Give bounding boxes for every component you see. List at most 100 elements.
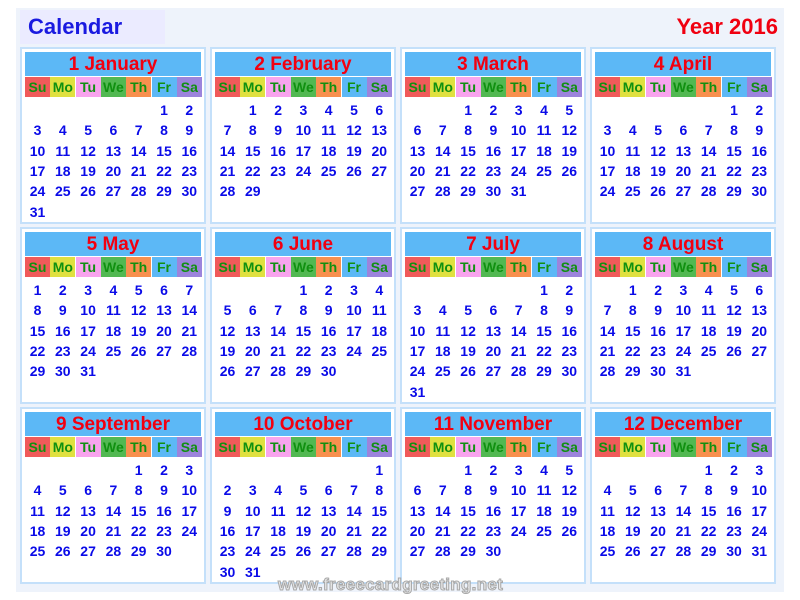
day-cell: 23 bbox=[485, 522, 502, 539]
day-cell: 7 bbox=[438, 482, 447, 499]
day-cell: 5 bbox=[299, 482, 308, 499]
day-cell: 27 bbox=[320, 543, 337, 560]
day-cell: 6 bbox=[160, 282, 168, 298]
weekday-tu: Tu bbox=[75, 257, 101, 277]
day-cell: 4 bbox=[375, 282, 384, 298]
day-cell: 29 bbox=[130, 543, 147, 560]
day-cell: 16 bbox=[320, 322, 337, 339]
day-cell: 7 bbox=[350, 482, 358, 499]
day-cell: 23 bbox=[219, 543, 236, 560]
day-cell: 26 bbox=[561, 522, 578, 539]
day-cell: 4 bbox=[438, 302, 447, 319]
day-cell: 5 bbox=[565, 102, 574, 118]
weekday-we: We bbox=[480, 77, 506, 97]
weekday-su: Su bbox=[405, 437, 430, 457]
day-cell: 17 bbox=[29, 162, 46, 179]
day-cell: 9 bbox=[58, 302, 67, 319]
weekday-su: Su bbox=[595, 77, 620, 97]
month-2: 2 February Su Mo Tu We Th Fr Sa 1 2 3 4 5 6 7 8 9 10 11 12 1… bbox=[210, 47, 396, 224]
day-cell: 1 bbox=[134, 462, 143, 478]
day-cell: 30 bbox=[751, 183, 768, 200]
day-cell: 21 bbox=[181, 322, 198, 339]
day-cell: 28 bbox=[599, 363, 616, 380]
month-title: 9 September bbox=[25, 412, 201, 436]
day-cell: 9 bbox=[274, 122, 282, 139]
day-cell: 24 bbox=[409, 363, 426, 380]
day-cell: 9 bbox=[160, 482, 168, 499]
day-cell: 11 bbox=[105, 302, 121, 319]
day-cell: 8 bbox=[464, 482, 472, 499]
day-cell: 24 bbox=[80, 342, 96, 359]
day-cell: 2 bbox=[489, 102, 498, 118]
day-cell: 10 bbox=[181, 482, 198, 499]
day-cell: 4 bbox=[540, 462, 548, 478]
day-cell: 21 bbox=[219, 162, 236, 179]
day-cell: 15 bbox=[460, 142, 476, 159]
day-cell: 18 bbox=[55, 162, 71, 179]
day-cell: 7 bbox=[109, 482, 118, 499]
day-cell: 17 bbox=[510, 142, 527, 159]
day-cell: 17 bbox=[409, 342, 426, 359]
day-cell: 22 bbox=[460, 522, 476, 539]
day-cell: 20 bbox=[409, 162, 426, 179]
weekday-th: Th bbox=[506, 437, 532, 457]
day-cell: 3 bbox=[299, 102, 308, 118]
day-cell: 25 bbox=[625, 183, 641, 200]
day-cell: 22 bbox=[700, 522, 717, 539]
day-cell: 11 bbox=[536, 122, 552, 139]
day-cell: 26 bbox=[460, 363, 476, 380]
weekday-sa: Sa bbox=[746, 77, 772, 97]
day-cell: 14 bbox=[700, 142, 717, 159]
day-cell: 17 bbox=[80, 322, 96, 339]
day-cell: 15 bbox=[295, 322, 312, 339]
day-cell: 28 bbox=[675, 543, 692, 560]
day-cell: 26 bbox=[55, 543, 71, 560]
day-cell: 4 bbox=[58, 122, 67, 139]
day-cell: 21 bbox=[435, 162, 451, 179]
day-cell: 14 bbox=[510, 322, 527, 339]
day-cell: 23 bbox=[156, 522, 172, 539]
day-cell: 3 bbox=[185, 462, 194, 478]
weekday-mo: Mo bbox=[620, 257, 646, 277]
day-cell: 19 bbox=[55, 522, 71, 539]
day-cell: 8 bbox=[248, 122, 257, 139]
day-cell: 10 bbox=[751, 482, 768, 499]
day-cell: 16 bbox=[181, 142, 198, 159]
day-cell: 25 bbox=[55, 183, 71, 200]
day-cell: 29 bbox=[536, 363, 552, 380]
day-cell: 14 bbox=[435, 502, 451, 519]
day-cell: 2 bbox=[730, 462, 738, 478]
day-cell: 22 bbox=[29, 342, 46, 359]
day-cell: 13 bbox=[371, 122, 388, 139]
day-cell: 5 bbox=[58, 482, 67, 499]
weekday-th: Th bbox=[506, 77, 532, 97]
day-cell: 22 bbox=[156, 162, 172, 179]
day-cell: 20 bbox=[245, 342, 261, 359]
year-label: Year 2016 bbox=[676, 14, 778, 39]
day-cell: 19 bbox=[561, 142, 578, 159]
weekday-fr: Fr bbox=[721, 257, 747, 277]
day-cell: 31 bbox=[510, 183, 527, 200]
day-cell: 21 bbox=[599, 342, 616, 359]
day-cell: 21 bbox=[435, 522, 451, 539]
day-cell: 3 bbox=[84, 282, 92, 298]
day-cell: 29 bbox=[700, 543, 717, 560]
day-cell: 22 bbox=[726, 162, 742, 179]
weekday-sa: Sa bbox=[366, 257, 392, 277]
day-cell: 17 bbox=[181, 502, 198, 519]
day-cell: 19 bbox=[650, 162, 666, 179]
month-title: 11 November bbox=[405, 412, 581, 436]
day-cell: 15 bbox=[245, 142, 261, 159]
day-cell: 8 bbox=[704, 482, 713, 499]
day-cell: 6 bbox=[654, 482, 662, 499]
day-cell: 19 bbox=[561, 502, 578, 519]
day-cell: 16 bbox=[219, 522, 236, 539]
day-cell: 9 bbox=[489, 482, 498, 499]
day-cell: 6 bbox=[413, 482, 422, 499]
day-cell: 24 bbox=[599, 183, 616, 200]
weekday-th: Th bbox=[696, 437, 722, 457]
weekday-fr: Fr bbox=[341, 257, 367, 277]
day-cell: 27 bbox=[156, 342, 172, 359]
day-cell: 13 bbox=[485, 322, 502, 339]
day-cell: 19 bbox=[130, 322, 147, 339]
